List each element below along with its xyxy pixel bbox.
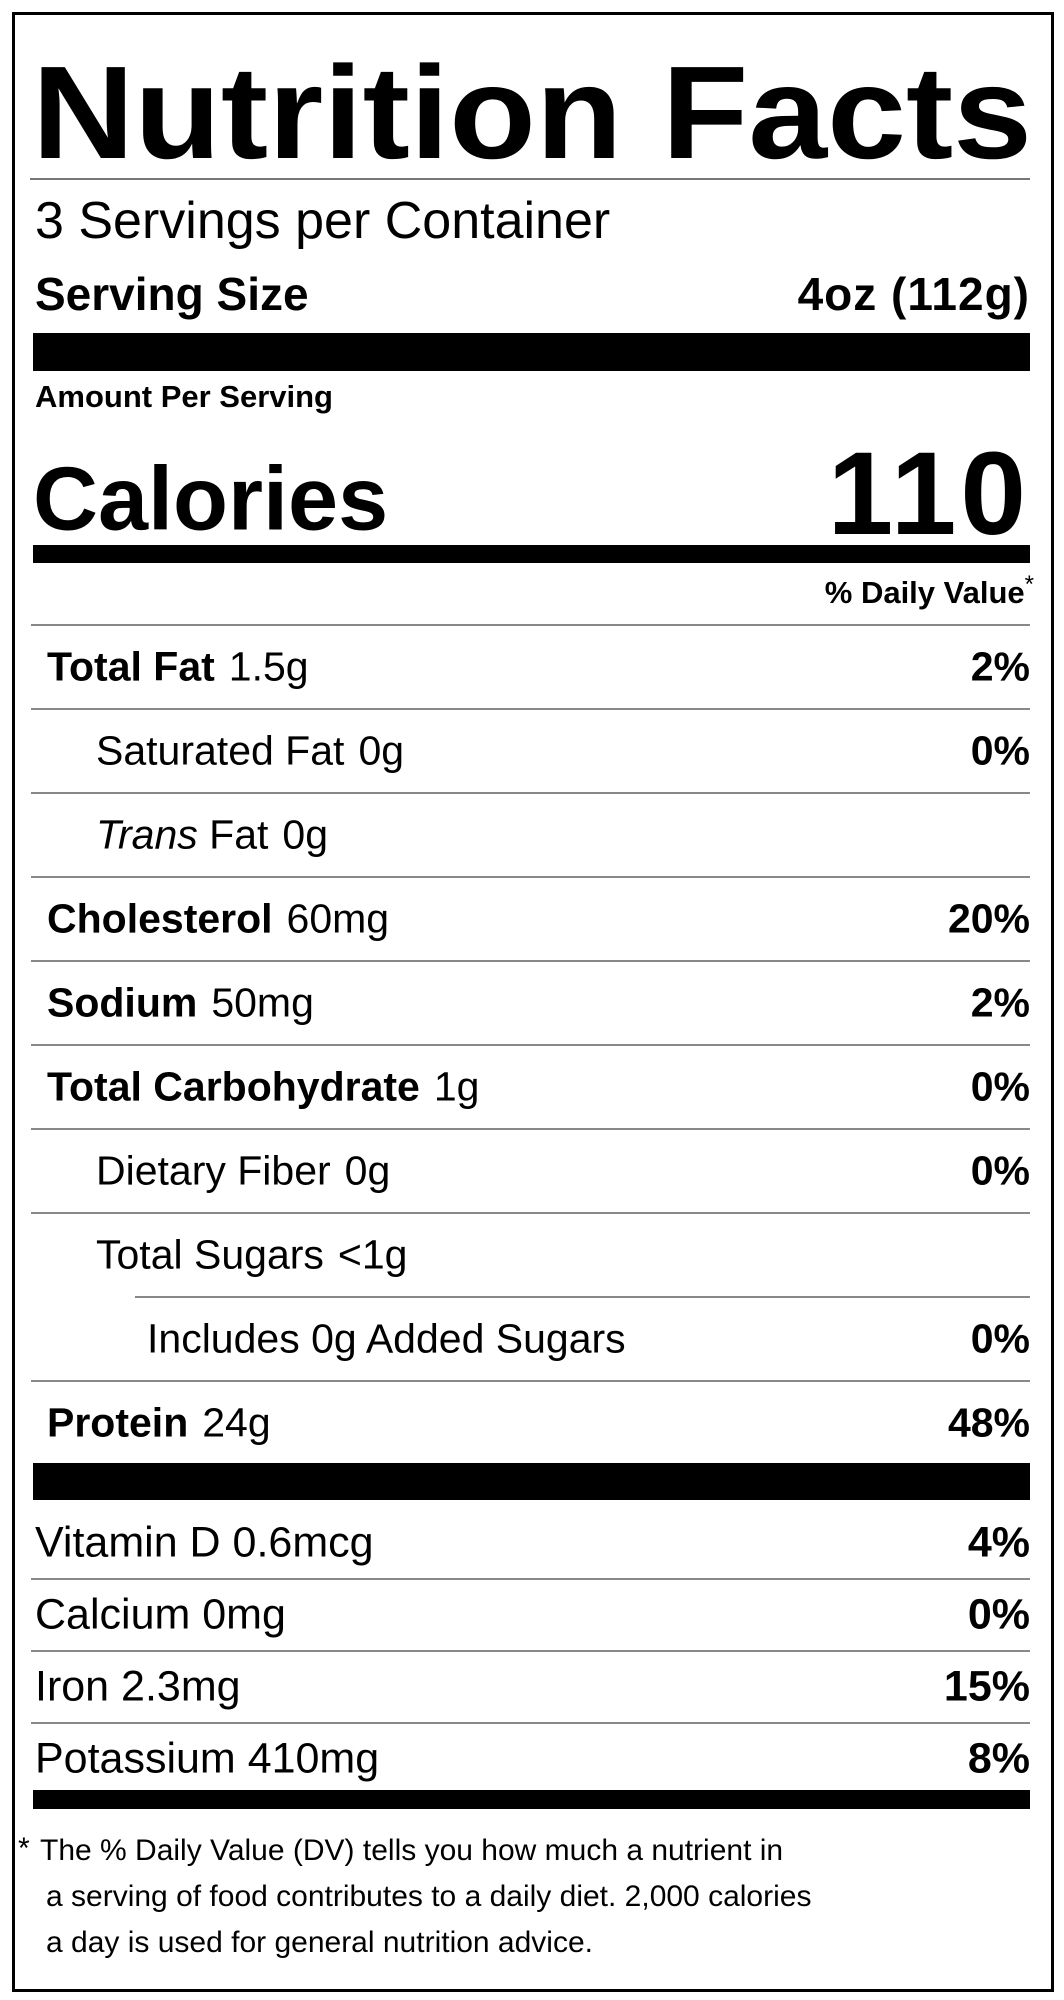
divider <box>31 1722 1030 1724</box>
title: Nutrition Facts <box>32 50 1032 175</box>
nutrient-label: Sodium 50mg <box>47 980 314 1027</box>
daily-value-text: % Daily Value <box>824 575 1025 611</box>
nutrient-dv: 2% <box>970 979 1030 1026</box>
nutrient-label: Cholesterol 60mg <box>47 896 389 943</box>
daily-value-mark: * <box>1024 570 1034 598</box>
divider <box>31 708 1030 710</box>
nutrient-label: Total Carbohydrate 1g <box>47 1064 479 1111</box>
nutrient-name: Fat <box>209 811 269 858</box>
footnote-line: The % Daily Value (DV) tells you how muc… <box>40 1834 784 1867</box>
vitamin-dv: 0% <box>967 1590 1030 1639</box>
nutrient-name: Total Fat <box>47 643 215 690</box>
calories-value: 110 <box>827 428 1030 560</box>
divider <box>31 1380 1030 1382</box>
vitamin-dv: 15% <box>943 1662 1030 1711</box>
nutrient-label: Includes 0g Added Sugars <box>147 1316 626 1363</box>
nutrient-dv: 2% <box>970 643 1030 690</box>
divider <box>31 1128 1030 1130</box>
nutrient-dv: 0% <box>970 1315 1030 1362</box>
divider <box>31 876 1030 878</box>
title-svg: Nutrition Facts <box>32 50 1032 175</box>
amount-per-serving: Amount Per Serving <box>35 379 333 414</box>
nutrient-name-italic: Trans <box>96 811 198 858</box>
nutrient-name: Includes 0g Added Sugars <box>147 1315 626 1362</box>
vitamin-name: Vitamin D 0.6mcg <box>35 1518 374 1567</box>
divider <box>31 1578 1030 1580</box>
divider <box>31 1212 1030 1214</box>
thick-bar <box>33 545 1030 563</box>
label-border <box>12 12 1054 1992</box>
nutrient-label: Total Fat 1.5g <box>47 644 309 691</box>
nutrient-name: Total Sugars <box>96 1231 324 1278</box>
vitamin-dv: 8% <box>967 1734 1030 1783</box>
nutrient-label: Saturated Fat 0g <box>96 728 404 775</box>
divider <box>31 792 1030 794</box>
nutrient-amount: 50mg <box>211 979 314 1026</box>
nutrient-name: Dietary Fiber <box>96 1147 331 1194</box>
nutrient-amount: 1g <box>433 1063 480 1110</box>
nutrient-name: Cholesterol <box>47 895 273 942</box>
nutrient-name: Total Carbohydrate <box>47 1063 420 1110</box>
divider <box>31 1044 1030 1046</box>
divider <box>31 624 1030 626</box>
nutrient-dv: 0% <box>970 1147 1030 1194</box>
nutrient-label: Total Sugars <1g <box>96 1232 407 1279</box>
nutrient-name: Sodium <box>47 979 198 1026</box>
nutrient-amount: 0g <box>344 1147 391 1194</box>
nutrient-dv: 20% <box>947 895 1030 942</box>
nutrient-amount: 60mg <box>286 895 390 942</box>
thick-bar <box>33 1790 1030 1809</box>
nutrient-label: Dietary Fiber 0g <box>96 1148 390 1195</box>
divider <box>31 1650 1030 1652</box>
nutrient-amount: 0g <box>358 727 405 774</box>
nutrient-label: Protein 24g <box>47 1400 271 1447</box>
nutrient-name: Protein <box>47 1399 189 1446</box>
nutrient-amount: 1.5g <box>228 643 309 690</box>
daily-value-header: % Daily Value* <box>825 571 1034 611</box>
vitamin-name: Calcium 0mg <box>35 1590 286 1639</box>
calories-label: Calories <box>33 449 389 550</box>
vitamin-name: Iron 2.3mg <box>35 1662 241 1711</box>
nutrient-dv: 48% <box>947 1399 1030 1446</box>
divider <box>31 960 1030 962</box>
nutrient-name: Saturated Fat <box>96 727 345 774</box>
vitamin-name: Potassium 410mg <box>35 1734 380 1783</box>
footnote-mark: * <box>18 1832 30 1865</box>
nutrient-dv: 0% <box>970 1063 1030 1110</box>
nutrient-amount: 24g <box>202 1399 271 1446</box>
nutrient-amount: 0g <box>282 811 329 858</box>
divider <box>135 1296 1030 1298</box>
divider <box>30 178 1030 180</box>
nutrient-amount: <1g <box>337 1231 408 1278</box>
nutrient-label: Trans Fat 0g <box>96 812 328 859</box>
thick-bar <box>33 333 1030 371</box>
nutrient-dv: 0% <box>970 727 1030 774</box>
servings: 3 Servings per Container <box>35 192 611 250</box>
vitamin-dv: 4% <box>967 1518 1030 1567</box>
serving-size-value: 4oz (112g) <box>797 268 1030 320</box>
footnote-line: a serving of food contributes to a daily… <box>46 1880 812 1913</box>
footnote-line: a day is used for general nutrition advi… <box>46 1926 593 1959</box>
serving-size-label: Serving Size <box>35 268 309 320</box>
thick-bar <box>33 1463 1030 1500</box>
